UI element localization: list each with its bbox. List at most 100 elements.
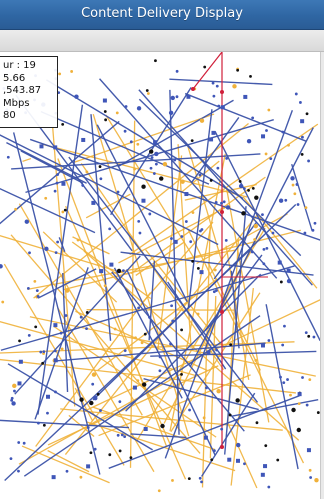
- orange-link: [53, 325, 217, 438]
- network-node: [18, 339, 21, 343]
- network-node: [264, 444, 268, 448]
- network-node: [170, 95, 175, 101]
- route-node: [220, 210, 224, 214]
- network-node: [191, 259, 195, 263]
- hub-node: [173, 239, 178, 244]
- blue-link: [201, 392, 256, 477]
- network-canvas[interactable]: [0, 52, 320, 499]
- orange-link: [47, 449, 90, 473]
- orange-link: [225, 186, 270, 423]
- network-node: [191, 211, 195, 214]
- network-node: [53, 189, 57, 193]
- network-node: [133, 167, 136, 171]
- network-node: [238, 183, 244, 189]
- network-node: [76, 238, 80, 242]
- blue-link: [56, 342, 266, 362]
- blue-link: [108, 395, 300, 469]
- network-node: [241, 211, 246, 216]
- blue-link: [58, 237, 66, 253]
- network-node: [267, 339, 271, 342]
- network-node: [141, 382, 147, 387]
- network-node: [59, 331, 63, 335]
- network-node: [157, 489, 161, 493]
- network-node: [34, 325, 38, 329]
- blue-link: [92, 204, 297, 401]
- network-node: [99, 409, 102, 412]
- network-node: [291, 407, 296, 413]
- network-node: [210, 458, 214, 462]
- network-node: [103, 110, 107, 113]
- network-node: [64, 314, 68, 317]
- network-node: [134, 336, 137, 340]
- orange-link: [156, 155, 183, 353]
- orange-link: [169, 153, 226, 432]
- network-node: [42, 423, 46, 427]
- hub-node: [260, 343, 265, 348]
- blue-link: [0, 120, 120, 225]
- network-node: [64, 288, 70, 293]
- blue-link: [23, 315, 261, 477]
- network-node: [89, 451, 93, 455]
- network-node: [170, 237, 173, 240]
- network-node: [148, 212, 152, 216]
- network-node: [312, 335, 316, 339]
- hub-node: [227, 457, 232, 462]
- orange-link: [10, 234, 201, 454]
- stats-line-3: ,543.87: [3, 85, 42, 96]
- network-node: [247, 189, 250, 192]
- route-node: [220, 445, 224, 449]
- network-node: [269, 157, 273, 161]
- network-node: [85, 170, 89, 174]
- network-node: [44, 196, 48, 200]
- hub-node: [86, 464, 91, 469]
- hub-node: [235, 458, 240, 463]
- blue-link: [7, 363, 153, 451]
- route-node: [220, 90, 224, 94]
- network-node: [198, 476, 202, 480]
- blue-link: [130, 433, 187, 439]
- network-node: [150, 156, 154, 159]
- stats-line-1: ur : 19: [3, 60, 36, 71]
- blue-link: [0, 419, 130, 429]
- network-node: [180, 179, 185, 184]
- orange-link: [29, 316, 316, 377]
- blue-link: [265, 304, 299, 470]
- network-node: [213, 268, 217, 272]
- orange-link: [129, 123, 319, 256]
- hub-node: [53, 358, 58, 363]
- orange-link: [57, 158, 168, 447]
- network-node: [93, 447, 97, 451]
- network-node: [113, 327, 117, 331]
- network-node: [136, 142, 140, 146]
- network-node: [85, 327, 88, 331]
- network-node: [304, 206, 308, 210]
- hub-node: [153, 140, 158, 145]
- network-node: [222, 200, 226, 204]
- hub-node: [132, 385, 137, 390]
- network-node: [202, 416, 206, 420]
- network-node: [251, 187, 255, 190]
- network-node: [91, 372, 97, 377]
- title-bar[interactable]: Content Delivery Display: [0, 0, 324, 30]
- network-node: [213, 449, 216, 453]
- network-node: [145, 89, 149, 92]
- network-node: [301, 135, 304, 139]
- blue-link: [169, 89, 180, 435]
- network-node: [175, 69, 179, 73]
- network-node: [262, 262, 266, 266]
- network-node: [254, 195, 259, 200]
- route-node: [191, 87, 195, 91]
- hub-node: [199, 270, 204, 275]
- network-node: [308, 468, 312, 472]
- network-node: [209, 179, 213, 182]
- stats-line-4: Mbps: [3, 97, 30, 109]
- network-node: [173, 158, 177, 162]
- network-node: [180, 328, 184, 332]
- network-node: [143, 332, 147, 336]
- network-node: [281, 343, 285, 347]
- network-node: [188, 408, 191, 412]
- blue-link: [68, 156, 259, 403]
- blue-link: [148, 260, 156, 341]
- blue-link: [138, 89, 313, 286]
